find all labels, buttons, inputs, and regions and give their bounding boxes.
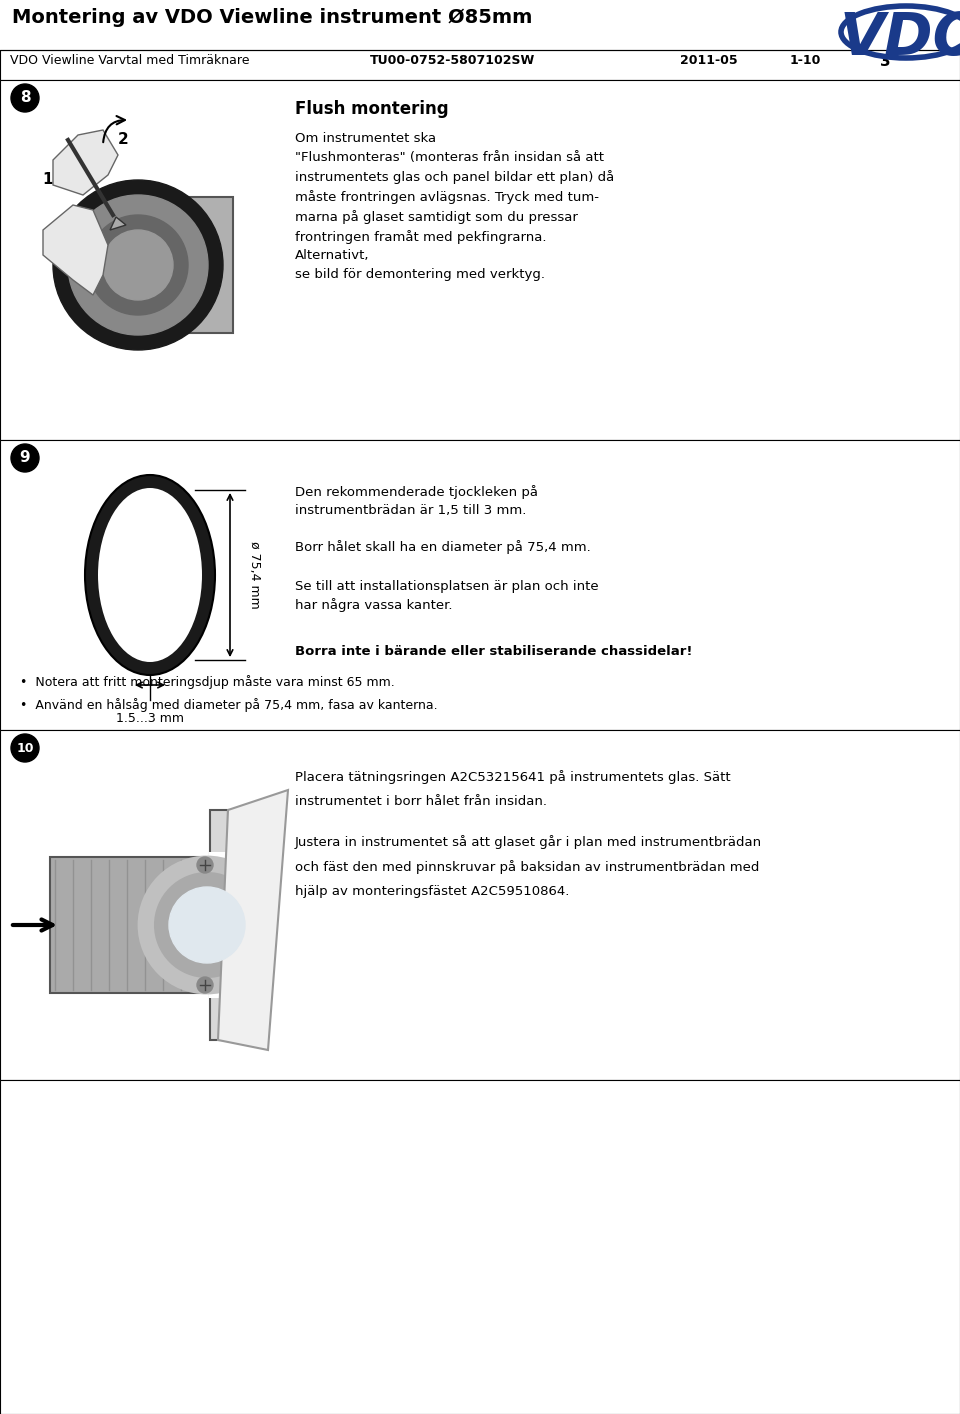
Circle shape <box>139 857 275 993</box>
Text: 9: 9 <box>20 451 31 465</box>
Text: VDO Viewline Varvtal med Timräknare: VDO Viewline Varvtal med Timräknare <box>10 54 250 66</box>
Text: instrumentet i borr hålet från insidan.: instrumentet i borr hålet från insidan. <box>295 795 547 807</box>
Text: hjälp av monteringsfästet A2C59510864.: hjälp av monteringsfästet A2C59510864. <box>295 885 569 898</box>
Text: 2: 2 <box>118 133 129 147</box>
Bar <box>0 49 960 81</box>
Text: TU00-0752-5807102SW: TU00-0752-5807102SW <box>370 54 536 66</box>
Text: Om instrumentet ska
"Flushmonteras" (monteras från insidan så att
instrumentets : Om instrumentet ska "Flushmonteras" (mon… <box>295 132 614 280</box>
Text: 10: 10 <box>16 741 34 755</box>
Circle shape <box>155 872 259 977</box>
Text: 1: 1 <box>43 173 53 188</box>
Text: •  Notera att fritt monteringsdjup måste vara minst 65 mm.: • Notera att fritt monteringsdjup måste … <box>20 674 395 689</box>
Text: Placera tätningsringen A2C53215641 på instrumentets glas. Sätt: Placera tätningsringen A2C53215641 på in… <box>295 771 731 783</box>
Polygon shape <box>110 216 126 230</box>
Text: Den rekommenderade tjockleken på
instrumentbrädan är 1,5 till 3 mm.: Den rekommenderade tjockleken på instrum… <box>295 485 538 518</box>
Text: Se till att installationsplatsen är plan och inte
har några vassa kanter.: Se till att installationsplatsen är plan… <box>295 580 599 612</box>
FancyArrowPatch shape <box>103 116 125 143</box>
Polygon shape <box>53 130 118 195</box>
Ellipse shape <box>85 475 215 674</box>
Circle shape <box>53 180 223 351</box>
Circle shape <box>169 887 245 963</box>
Polygon shape <box>218 790 288 1051</box>
Circle shape <box>197 857 213 872</box>
Text: 8: 8 <box>20 90 31 106</box>
Circle shape <box>68 195 208 335</box>
Circle shape <box>11 444 39 472</box>
Circle shape <box>103 230 173 300</box>
Text: Borra inte i bärande eller stabiliserande chassidelar!: Borra inte i bärande eller stabiliserand… <box>295 645 692 658</box>
Text: ø 75,4 mm: ø 75,4 mm <box>248 542 261 609</box>
Bar <box>0 730 960 1080</box>
Bar <box>138 197 233 334</box>
Text: Justera in instrumentet så att glaset går i plan med instrumentbrädan: Justera in instrumentet så att glaset gå… <box>295 836 762 848</box>
Bar <box>50 857 205 993</box>
Text: Montering av VDO Viewline instrument Ø85mm: Montering av VDO Viewline instrument Ø85… <box>12 8 533 27</box>
Text: Flush montering: Flush montering <box>295 100 448 117</box>
Circle shape <box>197 977 213 993</box>
Bar <box>0 1080 960 1414</box>
Text: VDO: VDO <box>840 10 960 66</box>
Text: 2011-05: 2011-05 <box>680 54 737 66</box>
Text: och fäst den med pinnskruvar på baksidan av instrumentbrädan med: och fäst den med pinnskruvar på baksidan… <box>295 860 759 874</box>
Circle shape <box>88 215 188 315</box>
Text: 1.5...3 mm: 1.5...3 mm <box>116 713 184 725</box>
Bar <box>210 810 228 1041</box>
Text: 3: 3 <box>880 54 891 69</box>
Text: •  Använd en hålsåg med diameter på 75,4 mm, fasa av kanterna.: • Använd en hålsåg med diameter på 75,4 … <box>20 699 438 713</box>
Text: 1-10: 1-10 <box>790 54 822 66</box>
Bar <box>0 440 960 730</box>
Text: Borr hålet skall ha en diameter på 75,4 mm.: Borr hålet skall ha en diameter på 75,4 … <box>295 540 590 554</box>
Circle shape <box>11 734 39 762</box>
Bar <box>209 853 229 998</box>
Polygon shape <box>43 205 108 296</box>
Circle shape <box>11 83 39 112</box>
Ellipse shape <box>98 488 202 662</box>
Bar <box>0 81 960 440</box>
